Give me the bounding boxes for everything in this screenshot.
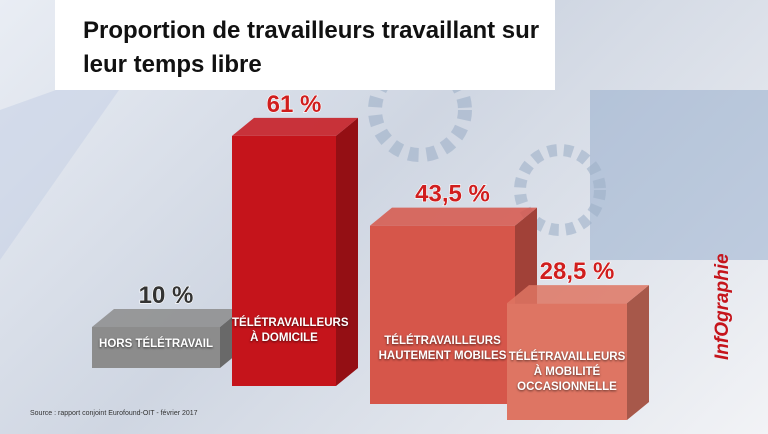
bar-top — [232, 117, 358, 136]
category-label: HORS TÉLÉTRAVAIL — [99, 338, 213, 350]
bar-top — [370, 207, 537, 226]
value-label: 43,5 % — [415, 181, 490, 208]
source: Source : rapport conjoint Eurofound-OIT … — [30, 410, 198, 417]
value-label: 61 % — [267, 91, 322, 118]
bar-top — [507, 285, 649, 304]
logo: InfOgraphie — [712, 253, 733, 360]
gear-decor — [368, 58, 472, 162]
bar — [370, 225, 515, 404]
category-label: TÉLÉTRAVAILLEURS HAUTEMENT MOBILES — [378, 335, 507, 362]
value-label: 10 % — [139, 282, 194, 309]
decor — [0, 60, 140, 260]
bar — [232, 135, 336, 386]
bar — [507, 303, 627, 420]
category-label: TÉLÉTRAVAILLEURS À MOBILITÉ OCCASIONNELL… — [508, 351, 626, 393]
screen-decor — [590, 90, 768, 260]
value-label: 28,5 % — [540, 258, 615, 285]
bar-top — [92, 309, 242, 327]
bar — [92, 327, 220, 368]
gear-decor — [514, 144, 606, 236]
category-label: TÉLÉTRAVAILLEURS À DOMICILE — [232, 317, 349, 344]
chart-title: Proportion de travailleurs travaillant s… — [55, 0, 555, 90]
bar-side — [336, 117, 358, 387]
bar-side — [627, 285, 649, 420]
